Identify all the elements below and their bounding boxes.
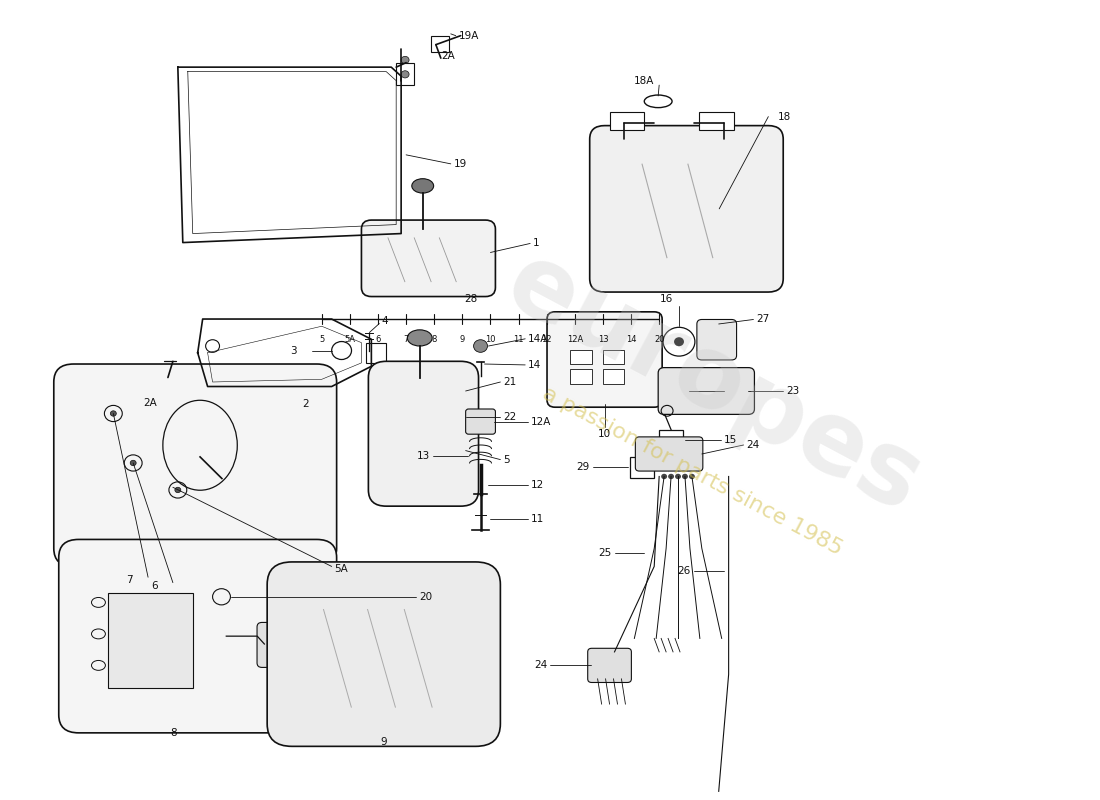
Bar (630, 457, 654, 478)
Text: 12: 12 (531, 481, 544, 490)
Text: 28: 28 (464, 294, 477, 304)
Text: 18: 18 (779, 112, 792, 122)
Text: 9: 9 (460, 335, 465, 344)
Bar (603, 350, 625, 364)
Bar (659, 430, 683, 451)
Text: 6: 6 (375, 335, 381, 344)
Bar (570, 370, 592, 384)
Text: 9: 9 (381, 737, 387, 747)
Ellipse shape (411, 178, 433, 193)
Text: 12A: 12A (566, 335, 583, 344)
Text: 2: 2 (301, 399, 308, 410)
Circle shape (474, 340, 487, 352)
FancyBboxPatch shape (362, 220, 495, 297)
Text: 11: 11 (531, 514, 544, 524)
Circle shape (661, 474, 667, 479)
Text: 23: 23 (786, 386, 800, 396)
Text: 13: 13 (417, 450, 430, 461)
Text: 24: 24 (534, 660, 547, 670)
Circle shape (402, 70, 409, 78)
Text: 26: 26 (678, 566, 691, 576)
Text: 11: 11 (514, 335, 524, 344)
Text: 5A: 5A (334, 564, 349, 574)
Text: 19A: 19A (459, 30, 480, 41)
Text: 29: 29 (576, 462, 590, 473)
Text: 14A: 14A (528, 334, 549, 344)
Circle shape (402, 56, 409, 63)
Text: 8: 8 (431, 335, 437, 344)
Text: 12A: 12A (531, 417, 551, 426)
Bar (609, 112, 645, 130)
Text: 7: 7 (404, 335, 409, 344)
Text: 5: 5 (504, 454, 510, 465)
Text: 20: 20 (419, 592, 432, 602)
FancyBboxPatch shape (587, 648, 631, 682)
Circle shape (682, 474, 688, 479)
Text: 27: 27 (757, 314, 770, 325)
Text: 8: 8 (170, 728, 177, 738)
Circle shape (689, 474, 695, 479)
Text: 1: 1 (534, 238, 540, 249)
Bar (366, 342, 386, 363)
Bar (603, 370, 625, 384)
Text: 25: 25 (598, 548, 612, 558)
FancyBboxPatch shape (58, 539, 337, 733)
Text: 2A: 2A (441, 51, 454, 62)
Text: 14: 14 (626, 335, 636, 344)
FancyBboxPatch shape (368, 362, 478, 506)
FancyBboxPatch shape (547, 312, 662, 407)
FancyBboxPatch shape (658, 368, 755, 414)
Text: 15: 15 (724, 435, 737, 446)
Text: 24: 24 (747, 440, 760, 450)
Text: a passion for parts since 1985: a passion for parts since 1985 (539, 383, 845, 559)
Text: 7: 7 (126, 575, 133, 585)
Text: europes: europes (490, 234, 938, 534)
Circle shape (674, 338, 684, 346)
Text: 10: 10 (598, 429, 612, 439)
Text: 12: 12 (541, 335, 552, 344)
Text: 16: 16 (660, 294, 673, 303)
Text: 3: 3 (290, 346, 297, 355)
Circle shape (130, 460, 136, 466)
Text: 20: 20 (653, 335, 664, 344)
FancyBboxPatch shape (257, 622, 292, 667)
Bar (109, 594, 192, 688)
Text: 4: 4 (382, 316, 388, 326)
Text: 10: 10 (485, 335, 496, 344)
Circle shape (668, 474, 674, 479)
Circle shape (175, 487, 180, 493)
Bar (698, 112, 734, 130)
FancyBboxPatch shape (54, 364, 337, 566)
Ellipse shape (407, 330, 432, 346)
Text: 19: 19 (453, 159, 468, 169)
Text: 22: 22 (504, 412, 517, 422)
Text: 5: 5 (319, 335, 324, 344)
FancyBboxPatch shape (590, 126, 783, 292)
Circle shape (675, 474, 681, 479)
Text: 5A: 5A (344, 335, 355, 344)
Bar (396, 62, 414, 85)
Text: 18A: 18A (634, 76, 654, 86)
Text: 6: 6 (152, 582, 158, 591)
Text: 2A: 2A (143, 398, 157, 408)
Bar (431, 36, 449, 52)
Bar (570, 350, 592, 364)
Text: 21: 21 (504, 377, 517, 387)
Text: 14: 14 (528, 360, 541, 370)
FancyBboxPatch shape (267, 562, 500, 746)
FancyBboxPatch shape (465, 409, 495, 434)
Circle shape (110, 410, 117, 416)
FancyBboxPatch shape (636, 437, 703, 471)
FancyBboxPatch shape (697, 319, 737, 360)
Text: 13: 13 (597, 335, 608, 344)
